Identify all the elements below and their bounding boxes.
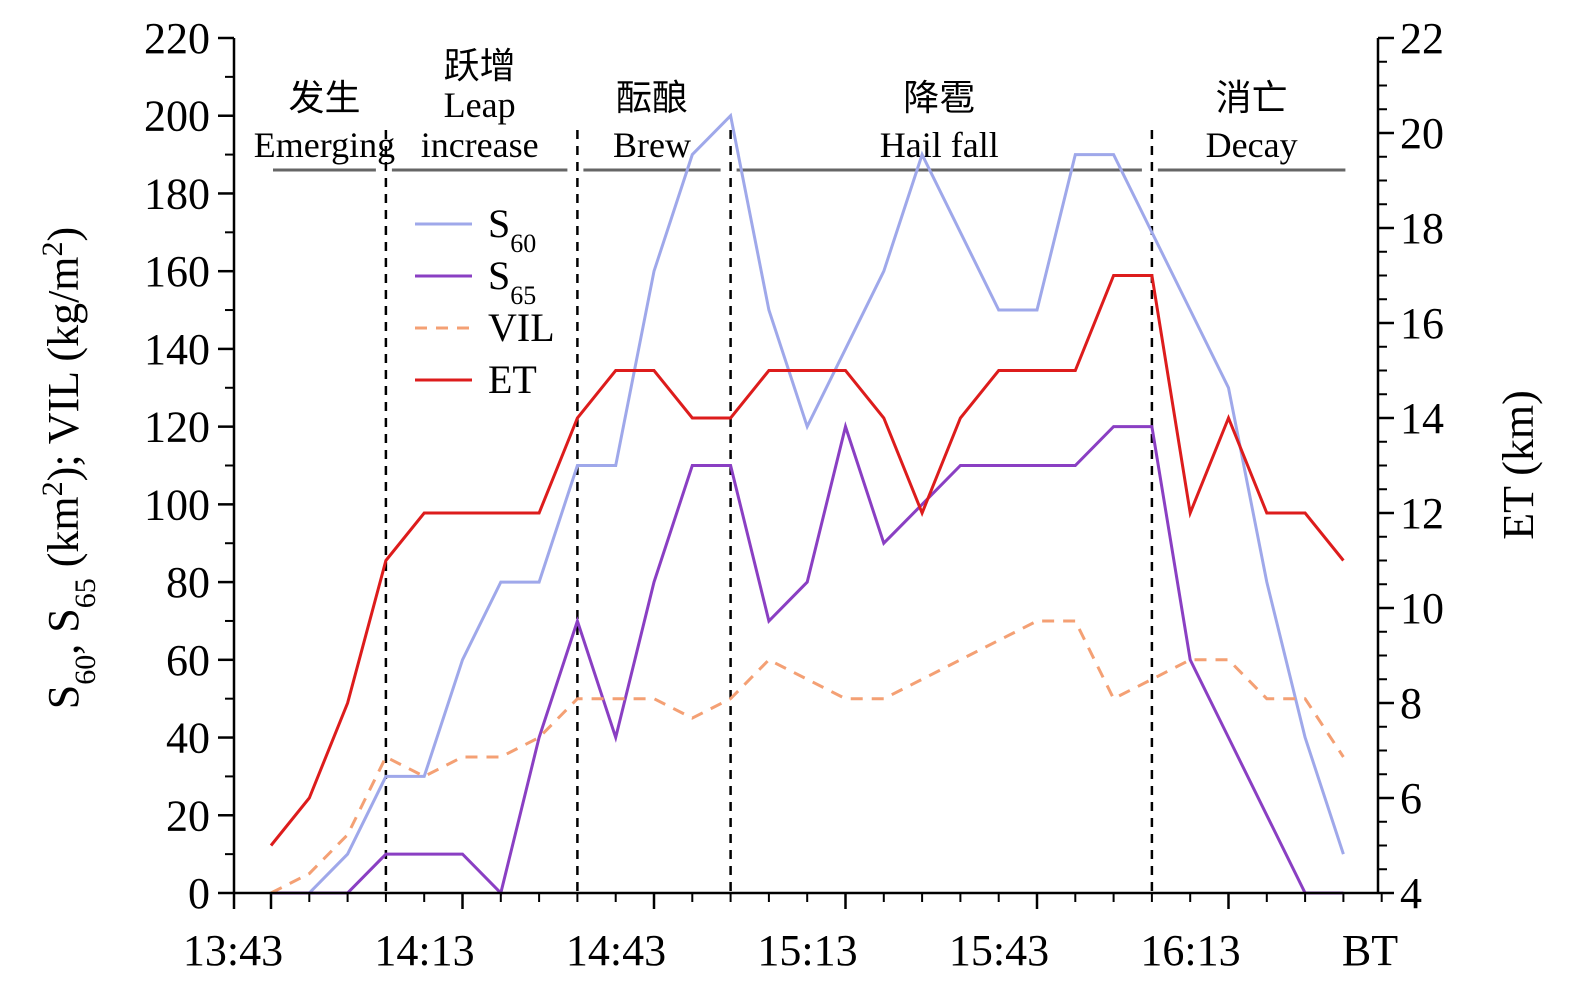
y-left-title-unit3: ) [39, 227, 88, 242]
phase-label-en: Decay [1206, 125, 1298, 165]
x-axis-label: BT [1342, 926, 1398, 975]
axes: 0204060801001201401601802002204681012141… [36, 14, 1544, 975]
series-lines [269, 112, 1345, 896]
y-right-tick-label: 18 [1400, 204, 1444, 253]
legend-label-main: S [488, 201, 510, 246]
y-left-tick-label: 60 [166, 636, 210, 685]
x-tick-label: 14:13 [374, 926, 474, 975]
legend-label-main: VIL [488, 305, 555, 350]
legend-label-s60: S60 [488, 201, 536, 258]
y-left-title-sep: , [39, 633, 88, 655]
y-left-tick-label: 100 [144, 480, 210, 529]
x-tick-label: 14:43 [566, 926, 666, 975]
phase-label-en: Hail fall [880, 125, 999, 165]
legend-label-s65: S65 [488, 253, 536, 310]
y-right-tick-label: 8 [1400, 679, 1422, 728]
y-left-title-sup2: 2 [36, 241, 69, 256]
y-left-tick-label: 220 [144, 14, 210, 63]
y-left-tick-label: 0 [188, 869, 210, 918]
x-tick-label: 13:43 [183, 926, 283, 975]
legend-label-vil: VIL [488, 305, 555, 350]
phase-label-zh: 发生 [288, 78, 360, 118]
y-right-axis-title: ET (km) [1494, 390, 1543, 540]
y-left-title-sub65: 65 [69, 578, 102, 608]
phase-label-zh: 降雹 [903, 78, 975, 118]
y-left-tick-label: 80 [166, 558, 210, 607]
y-right-tick-label: 16 [1400, 299, 1444, 348]
x-tick-label: 15:13 [757, 926, 857, 975]
y-left-title-sub60: 60 [69, 655, 102, 685]
y-left-title-sup1: 2 [36, 481, 69, 496]
y-right-tick-label: 6 [1400, 774, 1422, 823]
legend-label-main: S [488, 253, 510, 298]
legend-label-sub: 65 [510, 281, 536, 310]
y-right-tick-label: 10 [1400, 584, 1444, 633]
y-left-tick-label: 180 [144, 169, 210, 218]
y-right-tick-label: 20 [1400, 109, 1444, 158]
y-right-tick-label: 22 [1400, 14, 1444, 63]
phase-label-en: Emerging [254, 125, 395, 165]
phase-label-en2: increase [421, 125, 539, 165]
y-left-title-s1: S [39, 685, 88, 709]
legend-label-sub: 60 [510, 229, 536, 258]
series-line-et [269, 274, 1345, 847]
phase-label-zh: 消亡 [1216, 78, 1288, 118]
y-left-tick-label: 140 [144, 325, 210, 374]
y-left-title-s2: S [39, 608, 88, 632]
x-tick-label: 15:43 [949, 926, 1049, 975]
series-line-vil [270, 619, 1345, 895]
legend-label-main: ET [488, 357, 537, 402]
y-left-tick-label: 160 [144, 247, 210, 296]
series-line-s60 [271, 112, 1345, 895]
y-left-tick-label: 120 [144, 403, 210, 452]
legend-label-et: ET [488, 357, 537, 402]
y-right-tick-label: 12 [1400, 489, 1444, 538]
y-left-tick-label: 20 [166, 791, 210, 840]
phase-label-zh: 酝酿 [616, 78, 688, 118]
series-line-s65 [271, 421, 1344, 896]
phase-label-en: Leap [444, 85, 516, 125]
y-left-tick-label: 40 [166, 714, 210, 763]
y-left-tick-label: 200 [144, 92, 210, 141]
y-left-title-unit1: (km [39, 496, 88, 578]
y-left-axis-title: S60, S65 (km2); VIL (kg/m2) [36, 227, 102, 709]
y-right-tick-label: 14 [1400, 394, 1444, 443]
phase-label-zh: 跃增 [444, 46, 516, 86]
y-right-tick-label: 4 [1400, 869, 1422, 918]
y-left-title-unit2: ); VIL (kg/m [39, 256, 88, 481]
phase-label-en: Brew [613, 125, 691, 165]
x-tick-label: 16:13 [1140, 926, 1240, 975]
